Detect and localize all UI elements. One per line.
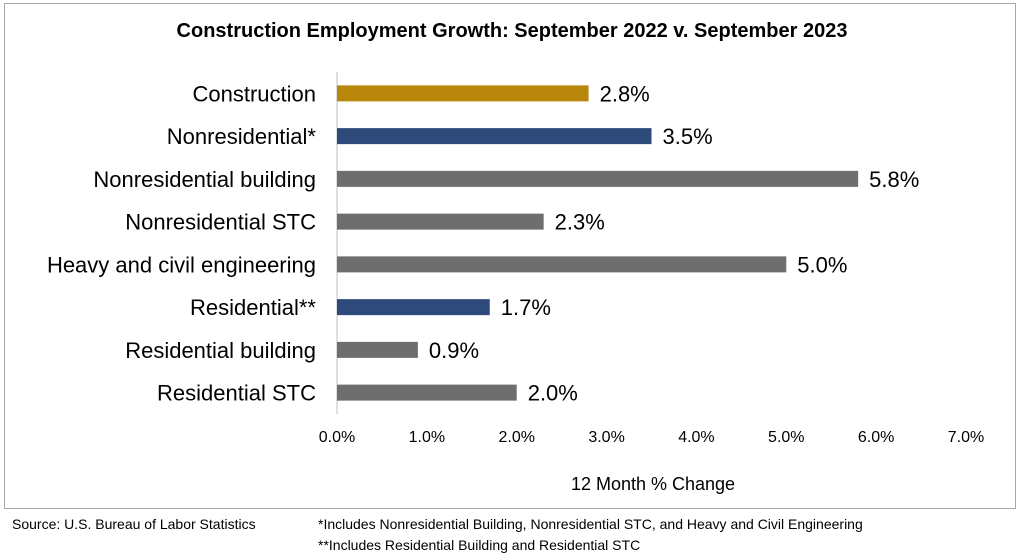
category-label-nonresidential-building: Nonresidential building (93, 167, 316, 192)
x-axis-title: 12 Month % Change (571, 474, 735, 494)
category-labels: Construction Nonresidential* Nonresidentia… (47, 81, 316, 405)
category-label-residential-building: Residential building (125, 338, 316, 363)
category-label-residential-stc: Residential STC (157, 381, 316, 406)
chart-title: Construction Employment Growth: Septembe… (176, 20, 848, 42)
value-label-residential-building: 0.9% (429, 338, 479, 363)
bar-chart: Construction Nonresidential* Nonresidentia… (47, 72, 984, 494)
x-tick-label: 7.0% (948, 429, 984, 446)
source-note: Source: U.S. Bureau of Labor Statistics (12, 516, 256, 532)
value-label-residential: 1.7% (501, 295, 551, 320)
bar-construction (337, 85, 589, 102)
x-tick-label: 4.0% (678, 429, 714, 446)
x-tick-label: 1.0% (409, 429, 445, 446)
category-label-residential: Residential** (190, 295, 316, 320)
bar-nonresidential (337, 128, 652, 145)
category-label-construction: Construction (192, 81, 316, 106)
bar-nonresidential-building (337, 170, 859, 187)
value-label-heavy-and-civil-engineering: 5.0% (797, 252, 847, 277)
bars-group (337, 85, 859, 401)
footnote-residential: **Includes Residential Building and Resi… (318, 537, 641, 553)
x-tick-label: 3.0% (588, 429, 624, 446)
bar-residential-stc (337, 384, 517, 401)
bar-residential (337, 299, 490, 316)
bar-nonresidential-stc (337, 213, 544, 230)
x-tick-label: 2.0% (498, 429, 534, 446)
value-label-nonresidential-stc: 2.3% (555, 210, 605, 235)
bar-heavy-and-civil-engineering (337, 256, 787, 273)
value-labels: 2.8% 3.5% 5.8% 2.3% 5.0% 1.7% 0.9% 2.0% (429, 81, 919, 405)
x-tick-label: 5.0% (768, 429, 804, 446)
category-label-nonresidential: Nonresidential* (167, 124, 317, 149)
x-tick-label: 6.0% (858, 429, 894, 446)
value-label-residential-stc: 2.0% (528, 381, 578, 406)
footnote-nonresidential: *Includes Nonresidential Building, Nonre… (318, 516, 863, 532)
value-label-construction: 2.8% (600, 81, 650, 106)
category-label-nonresidential-stc: Nonresidential STC (125, 210, 316, 235)
x-tick-label: 0.0% (319, 429, 355, 446)
x-tick-labels: 0.0% 1.0% 2.0% 3.0% 4.0% 5.0% 6.0% 7.0% (319, 429, 984, 446)
category-label-heavy-and-civil-engineering: Heavy and civil engineering (47, 252, 316, 277)
bar-residential-building (337, 341, 418, 358)
value-label-nonresidential-building: 5.8% (869, 167, 919, 192)
value-label-nonresidential: 3.5% (663, 124, 713, 149)
